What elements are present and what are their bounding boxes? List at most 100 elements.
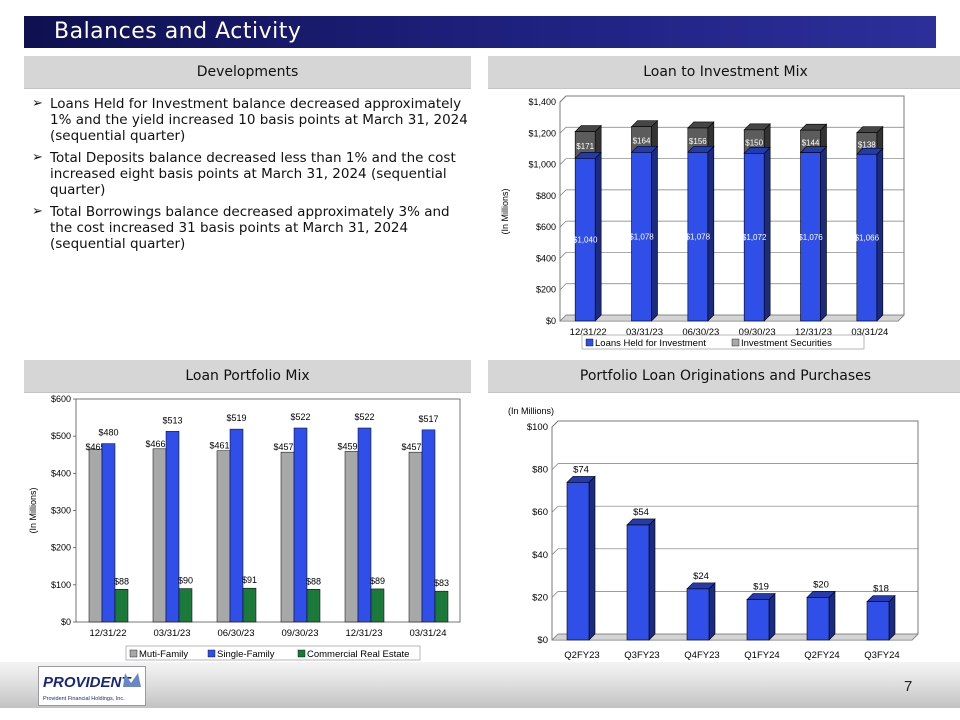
data-label: $138 [858,140,876,149]
loan-investment-chart: $0 $200 $400 $600 $800 $1,000 $1,200 $1,400 (In … [500,95,905,350]
bar-muti-family [408,451,423,623]
loan-to-investment-header: Loan to Investment Mix [488,56,960,89]
bar-origination [626,524,650,641]
plot-floor [559,314,905,322]
logo-subtitle: Provident Financial Holdings, Inc. [43,696,125,702]
developments-header: Developments [24,56,471,89]
y-axis-label: (In Millions) [28,487,38,533]
x-tick-label: Q4FY23 [684,650,719,661]
x-tick-label: 03/31/23 [154,628,191,639]
stacked-bar-loans [631,152,652,322]
legend-swatch [207,649,216,658]
bar-single-family [293,427,308,623]
data-label: $156 [689,137,707,146]
data-label: $171 [576,142,594,151]
footer-bar [0,662,960,708]
data-label: $150 [745,139,763,148]
bullet-item: ➢ Total Borrowings balance decreased appr… [32,204,450,252]
gridline [559,220,567,228]
gridline [551,420,559,428]
y-tick-label: $100 [51,580,71,590]
data-label: $466 [145,439,165,449]
legend-box [125,645,421,661]
bar-origination [866,601,890,641]
legend-label: Commercial Real Estate [307,649,409,660]
bar-origination-side [648,518,656,641]
gridline [559,189,567,197]
originations-chart: (In Millions) $0 $20 $40 $60 $80 $100 $74 Q2FY23… [508,406,919,661]
data-label: $480 [98,428,118,438]
y-tick-label: $1,200 [528,128,556,138]
y-axis-label: (In Millions) [500,188,510,234]
logo-mark-icon [123,673,141,687]
loan-portfolio-header: Loan Portfolio Mix [24,360,471,393]
data-label: $74 [573,464,589,475]
x-tick-label: Q1FY24 [744,650,779,661]
y-tick-label: $400 [51,468,71,478]
data-label: $519 [226,413,246,423]
bar-single-family [421,429,436,623]
data-label: $54 [633,507,649,518]
bar-commercial-real-estate [370,588,385,623]
legend-label: Investment Securities [741,338,832,349]
data-label: $1,078 [686,233,711,242]
x-tick-label: 03/31/24 [410,628,447,639]
gridline [551,591,559,598]
bar-origination-side [708,582,716,641]
y-tick-label: $1,400 [528,97,556,107]
data-label: $83 [434,578,449,588]
data-label: $522 [290,412,310,422]
bar-single-family [357,427,372,623]
bullet-item: ➢ Total Deposits balance decreased less t… [32,150,456,198]
data-label: $18 [873,584,889,595]
y-tick-label: $200 [536,285,556,295]
legend-swatch [297,649,306,658]
data-label: $91 [242,575,257,585]
bar-commercial-real-estate [306,589,321,623]
x-tick-label: 12/31/23 [795,327,832,338]
data-label: $461 [209,441,229,451]
page-number: 7 [904,678,913,695]
data-label: $164 [633,137,651,146]
y-tick-label: $0 [61,617,71,627]
y-tick-label: $600 [51,394,71,404]
company-logo: PROVIDENT Provident Financial Holdings, … [38,666,146,706]
plot-floor [551,633,919,641]
bar-single-family [101,443,116,623]
stacked-bar-loans [687,152,709,322]
data-label: $19 [753,582,769,593]
data-label: $1,078 [629,233,654,242]
bar-commercial-real-estate [114,589,129,623]
page-title: Balances and Activity [54,19,302,44]
stacked-bar-loans [574,158,596,322]
data-label: $465 [85,442,105,452]
data-label: $24 [693,571,709,582]
arrow-bullet-icon: ➢ [32,150,43,165]
data-label: $1,072 [742,233,767,242]
gridline [559,283,567,290]
logo-wordmark: PROVIDENT [43,674,132,691]
bar-muti-family [88,448,103,623]
bar-muti-family [152,448,167,623]
y-tick-label: $800 [536,191,556,201]
bar-origination-side [888,594,896,641]
bar-commercial-real-estate [434,590,449,623]
y-tick-label: $20 [532,592,548,603]
y-tick-label: $400 [536,253,556,263]
y-tick-label: $600 [536,222,556,232]
data-label: $459 [337,441,357,451]
bar-commercial-real-estate [242,587,257,623]
gridline [551,505,559,513]
x-tick-label: 03/31/23 [626,327,663,338]
bar-muti-family [344,451,359,623]
developments-list: ➢ Loans Held for Investment balance decre… [32,96,470,258]
y-tick-label: $300 [51,506,71,516]
title-bar: Balances and Activity [24,16,936,48]
plot-frame [551,420,919,641]
gridline [559,127,567,134]
bar-origination [686,588,710,641]
gridline [559,252,567,259]
legend-label: Single-Family [217,649,275,660]
data-label: $88 [306,576,321,586]
y-tick-label: $80 [532,465,548,476]
